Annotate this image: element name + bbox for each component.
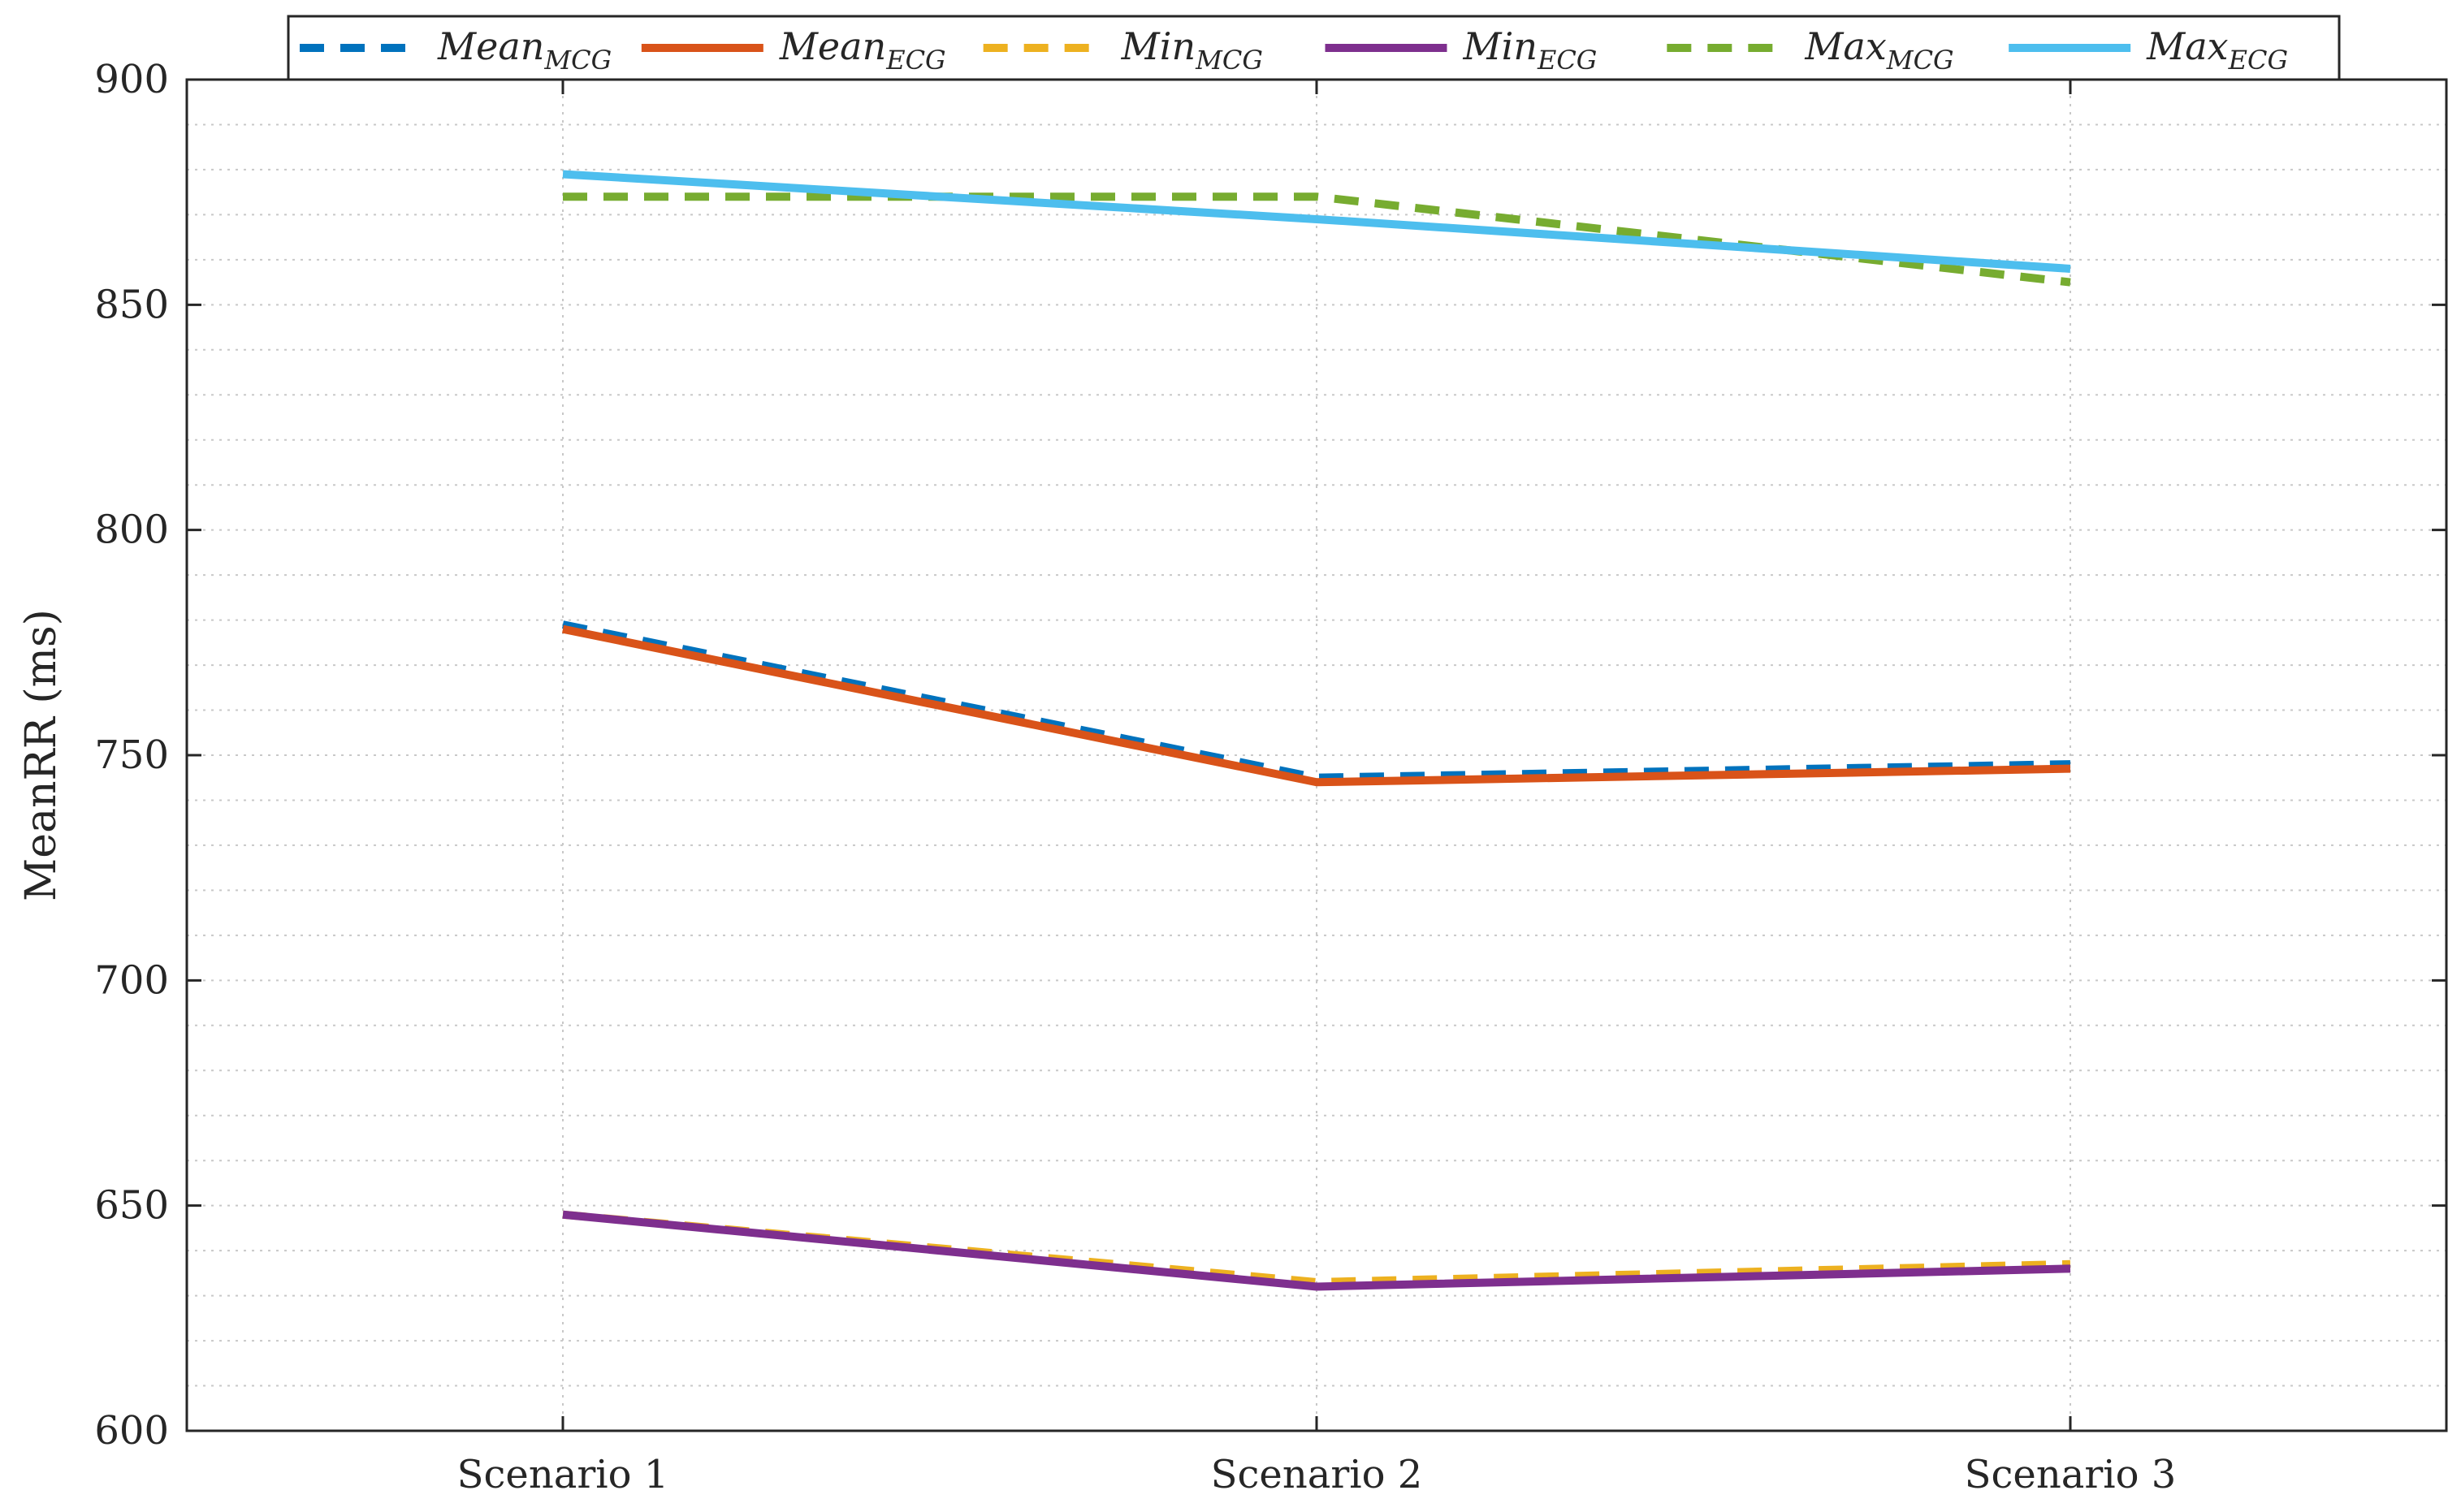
series-line-max-ecg — [562, 170, 2071, 273]
y-tick-label: 750 — [94, 732, 169, 778]
series-line-mean-mcg — [562, 620, 2071, 782]
legend-label: MaxECG — [2146, 24, 2288, 76]
x-tick-label: Scenario 3 — [1965, 1452, 2177, 1497]
legend-label: MaxMCG — [1804, 24, 1953, 76]
y-tick-label: 850 — [94, 282, 169, 327]
y-axis-label: MeanRR (ms) — [17, 609, 66, 901]
series-line-min-ecg — [562, 1210, 2071, 1291]
series-line-mean-ecg — [562, 624, 2071, 787]
legend-box — [287, 15, 2341, 81]
x-tick-label: Scenario 2 — [1211, 1452, 1423, 1497]
legend: MeanMCG MeanECG MinMCG MinECG MaxMCG MaxECG — [287, 15, 2341, 81]
legend-label: MeanMCG — [437, 24, 612, 76]
legend-label: MinECG — [1463, 24, 1598, 76]
legend-label: MinMCG — [1121, 24, 1263, 76]
series-lines — [562, 170, 2071, 1291]
grid — [187, 80, 2446, 1431]
y-tick-label: 600 — [94, 1408, 169, 1454]
legend-label: MeanECG — [779, 24, 946, 76]
y-tick-label: 900 — [94, 57, 169, 102]
axis-ticks: 600 650 700 750 800 850 900 Scenario 1 Scenario … — [94, 57, 2446, 1497]
x-tick-label: Scenario 1 — [457, 1452, 669, 1497]
y-tick-label: 650 — [94, 1183, 169, 1229]
y-tick-label: 700 — [94, 957, 169, 1003]
y-tick-label: 800 — [94, 508, 169, 553]
